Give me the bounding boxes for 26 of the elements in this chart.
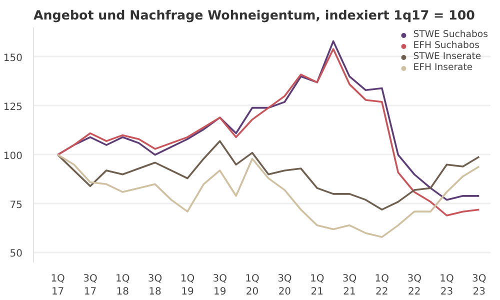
y-tick-label: 50 <box>10 248 23 260</box>
x-tick-label: 1Q 17 <box>50 274 66 298</box>
x-tick-label: 1Q 18 <box>116 274 130 298</box>
y-tick-label: 75 <box>10 200 23 211</box>
line-series <box>56 154 480 238</box>
x-tick-label: 3Q 20 <box>278 274 292 298</box>
chart-title: Angebot und Nachfrage Wohneigentum, indexiert 1q17 = 100 <box>34 8 476 22</box>
x-tick-label: 3Q 17 <box>83 274 98 298</box>
y-tick-label: 125 <box>3 102 23 113</box>
legend-label: STWE Suchabos <box>413 29 488 40</box>
x-tick-label: 3Q 23 <box>472 274 486 298</box>
legend-label: STWE Inserate <box>413 51 482 62</box>
y-tick-label: 100 <box>3 150 23 162</box>
x-tick-label: 1Q 23 <box>440 274 454 298</box>
x-tick-label: 1Q 20 <box>245 274 260 298</box>
y-tick-label: 150 <box>3 52 23 64</box>
x-tick-label: 3Q 22 <box>407 274 422 298</box>
legend-label: EFH Suchabos <box>413 40 480 51</box>
x-tick-label: 1Q 22 <box>374 274 390 298</box>
x-tick-label: 3Q 18 <box>148 274 162 298</box>
x-tick-label: 1Q 19 <box>180 274 195 298</box>
line-series <box>56 140 480 211</box>
x-tick-label: 1Q 21 <box>310 274 324 298</box>
x-tick-label: 3Q 21 <box>342 274 357 298</box>
legend-label: EFH Inserate <box>413 62 473 73</box>
x-tick-label: 3Q 19 <box>212 274 228 298</box>
